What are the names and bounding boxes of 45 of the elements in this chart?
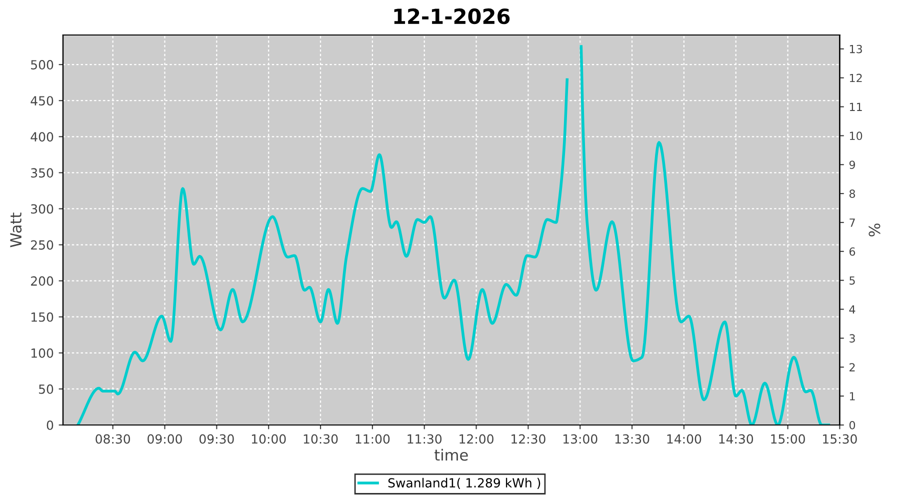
legend-label: Swanland1( 1.289 kWh ) — [388, 478, 540, 490]
y2-tick-label: 13 — [850, 44, 862, 54]
y2-tick-label: 0 — [849, 420, 856, 430]
y-tick-label: 200 — [31, 276, 54, 286]
y-tick-label: 150 — [31, 312, 54, 322]
y-tick-label: 300 — [31, 204, 54, 214]
y-tick-label: 0 — [46, 420, 54, 430]
y2-tick-label: 11 — [850, 102, 862, 111]
y2-tick-label: 9 — [849, 160, 856, 169]
y2-tick-label: 5 — [850, 276, 855, 285]
y-tick-label: 400 — [30, 132, 54, 142]
x-tick-label: 11:30 — [408, 434, 442, 444]
x-tick-label: 15:30 — [823, 434, 857, 444]
y2-tick-label: 2 — [850, 363, 855, 372]
x-tick-label: 11:00 — [356, 434, 390, 444]
y2-axis-title: % — [868, 224, 880, 236]
y2-tick-label: 4 — [849, 305, 856, 314]
x-tick-label: 14:00 — [667, 434, 702, 444]
y-tick-label: 350 — [31, 168, 54, 178]
chart-title: 12-1-2026 — [394, 8, 510, 24]
x-tick-label: 09:00 — [148, 434, 182, 444]
y2-tick-label: 1 — [850, 392, 855, 400]
x-tick-label: 13:30 — [615, 434, 650, 444]
x-tick-label: 15:00 — [771, 434, 805, 444]
y-tick-label: 100 — [31, 348, 54, 358]
x-tick-label: 12:30 — [512, 434, 546, 444]
y-axis-title: Watt — [10, 212, 22, 248]
x-tick-label: 14:30 — [719, 434, 754, 444]
y-tick-label: 500 — [31, 60, 54, 70]
y2-tick-label: 10 — [850, 132, 862, 140]
x-axis-title: time — [434, 448, 468, 461]
x-tick-label: 12:00 — [460, 434, 494, 444]
x-tick-label: 10:30 — [304, 434, 338, 444]
y-tick-label: 50 — [39, 384, 54, 394]
y2-tick-label: 7 — [850, 218, 855, 227]
y2-tick-label: 6 — [850, 247, 856, 256]
y2-tick-label: 3 — [850, 334, 855, 343]
x-tick-label: 13:00 — [563, 434, 598, 444]
x-tick-label: 09:30 — [199, 434, 234, 444]
y-tick-label: 250 — [31, 240, 54, 250]
x-tick-label: 08:30 — [96, 434, 130, 444]
y2-tick-label: 12 — [850, 74, 862, 82]
x-tick-label: 10:00 — [252, 434, 286, 444]
y-tick-label: 450 — [30, 96, 54, 106]
y2-tick-label: 8 — [849, 190, 856, 198]
